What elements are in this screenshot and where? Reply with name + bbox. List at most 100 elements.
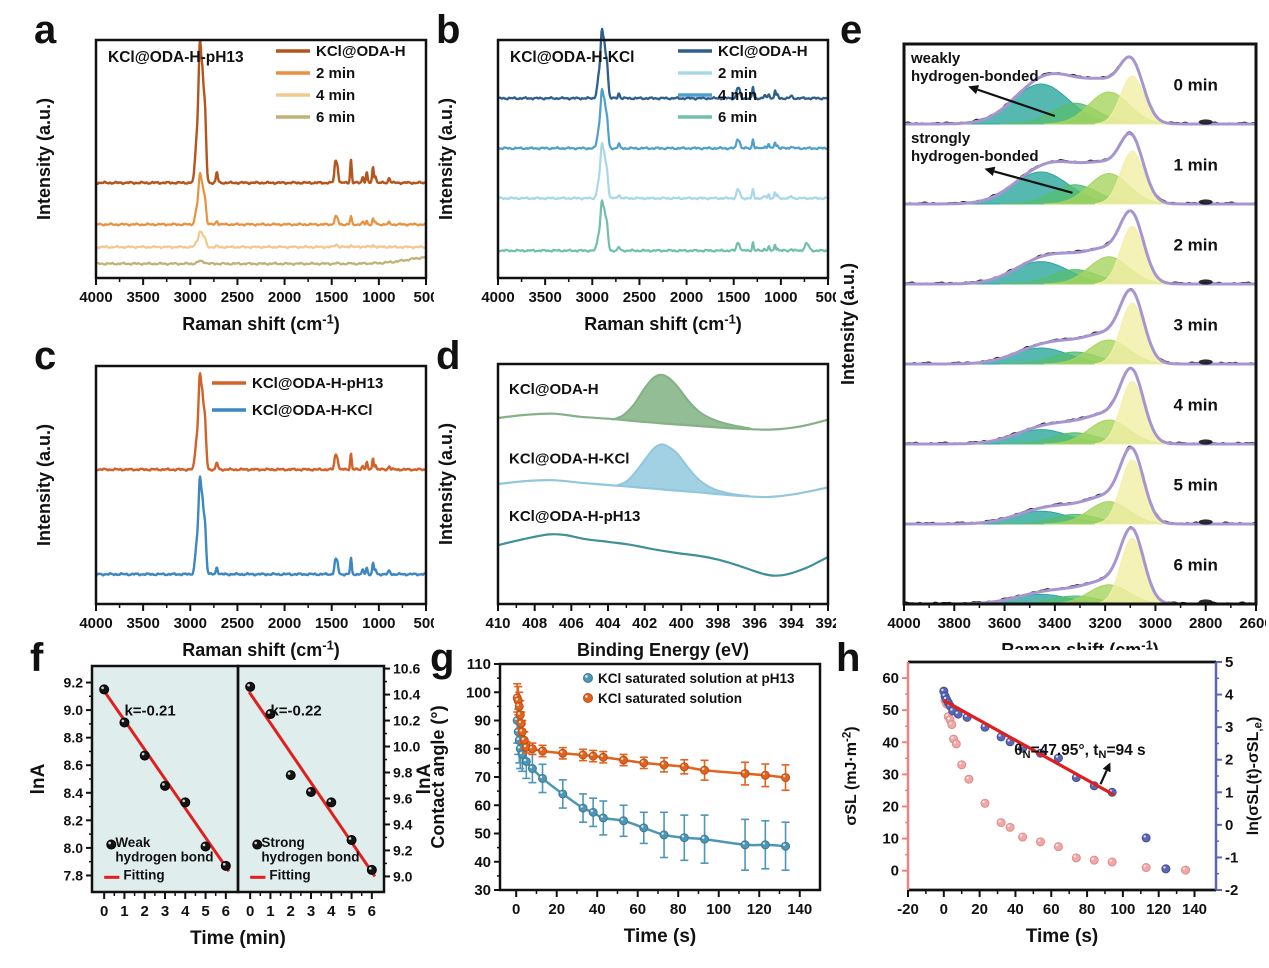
x-tick-label: 404 bbox=[595, 615, 621, 632]
x-tick-label: 1500 bbox=[315, 289, 348, 306]
point-highlight bbox=[515, 729, 519, 732]
x-tick-label: 402 bbox=[632, 615, 657, 632]
point-highlight bbox=[560, 750, 563, 754]
x-tick-label: 4000 bbox=[79, 615, 112, 632]
panel-letter-a: a bbox=[34, 8, 57, 52]
y-tick-label: 9.4 bbox=[393, 816, 413, 832]
point-highlight bbox=[600, 754, 604, 758]
sigma-point bbox=[1089, 855, 1099, 865]
x-tick-label: 4000 bbox=[79, 289, 112, 306]
x-tick-label: 2000 bbox=[268, 615, 301, 632]
point-highlight bbox=[529, 765, 533, 769]
x-tick-label: 1500 bbox=[315, 615, 348, 632]
point-highlight bbox=[942, 693, 945, 696]
y-tick-label: 30 bbox=[474, 882, 491, 899]
panel-c-chart: 4000 3500 3000 2500 2000 1500 1000 500 Raman shi… bbox=[34, 364, 434, 660]
x-tick-label: 392 bbox=[815, 615, 836, 632]
legend-label: KCl@ODA-H-pH13 bbox=[252, 375, 383, 392]
x-tick-label: 3800 bbox=[938, 615, 971, 632]
legend-label: KCl@ODA-H-KCl bbox=[252, 402, 372, 419]
data-point bbox=[326, 797, 337, 808]
envelope-fit bbox=[904, 131, 1256, 206]
x-tick-label: -20 bbox=[897, 901, 919, 918]
legend-label: KCl saturated solution at pH13 bbox=[598, 671, 795, 686]
point-highlight bbox=[1007, 739, 1010, 742]
x-tick-label: 6 bbox=[222, 903, 230, 920]
k-label: k=-0.22 bbox=[270, 703, 321, 720]
x-tick-label: 394 bbox=[779, 615, 805, 632]
envelope-fit bbox=[904, 446, 1256, 526]
point-highlight bbox=[580, 805, 583, 808]
point-highlight bbox=[1037, 839, 1041, 842]
point-highlight bbox=[641, 825, 644, 828]
x-tick-label: 1 bbox=[120, 903, 128, 920]
panel-c: c 4000 3500 3000 2500 2000 1500 1000 500 Raman s… bbox=[32, 334, 440, 660]
x-tick-label: 120 bbox=[747, 901, 772, 918]
point-highlight bbox=[519, 751, 523, 755]
point-highlight bbox=[959, 762, 962, 765]
point-highlight bbox=[1182, 867, 1186, 870]
x-tick-label: 3500 bbox=[126, 289, 159, 306]
point-highlight bbox=[1091, 857, 1095, 860]
y-tick-label: 0 bbox=[1225, 817, 1233, 834]
panel-h-chart: θN=47.95°, tN=94 s-20 0 20 40 60 80 100 120 1400… bbox=[841, 654, 1264, 947]
sigma-point bbox=[1141, 863, 1151, 873]
y-tick-label: 1 bbox=[1225, 784, 1233, 801]
x-tick-label: 2500 bbox=[623, 289, 656, 306]
point-highlight bbox=[964, 714, 967, 718]
point-highlight bbox=[966, 776, 969, 780]
plot-frame bbox=[496, 38, 830, 280]
arrow-head bbox=[984, 166, 996, 177]
series-2 min bbox=[95, 171, 427, 227]
legend-label: Fitting bbox=[269, 868, 310, 883]
data-point bbox=[781, 773, 791, 783]
x-tick-label: 0 bbox=[512, 901, 520, 918]
point-highlight bbox=[620, 818, 624, 821]
point-highlight bbox=[982, 724, 985, 727]
time-label: 2 min bbox=[1173, 235, 1217, 254]
x-tick-label: 2800 bbox=[1189, 615, 1222, 632]
point-highlight bbox=[529, 746, 533, 749]
arrow-line bbox=[993, 170, 1073, 194]
panel-g-chart: KCl saturated solution at pH13 KCl satura… bbox=[428, 656, 822, 947]
x-tick-label: 2000 bbox=[268, 289, 301, 306]
legend-label: 6 min bbox=[718, 109, 757, 126]
point-highlight bbox=[661, 762, 664, 765]
arrow-head bbox=[1102, 762, 1111, 773]
data-point bbox=[99, 684, 110, 695]
xps-fill-KCl@ODA-H bbox=[611, 374, 751, 429]
legend-label: Strong bbox=[261, 835, 305, 850]
point-highlight bbox=[742, 771, 745, 774]
data-point bbox=[558, 789, 568, 799]
sigma-point bbox=[947, 720, 957, 730]
y-axis-title: Intensity (a.u.) bbox=[34, 424, 54, 546]
y-tick-label: 8.6 bbox=[64, 757, 84, 773]
panel-b: b 4000 3500 3000 2500 2000 1500 1000 500 Raman s… bbox=[434, 8, 842, 334]
legend-label: KCl@ODA-H bbox=[316, 43, 406, 60]
panel-d-chart: KCl@ODA-H KCl@ODA-H-KCl KCl@ODA-H-pH13 410 4… bbox=[436, 362, 836, 660]
y-tick-label: 9.0 bbox=[393, 868, 413, 884]
annotation-text: weakly bbox=[910, 50, 961, 67]
x-axis-title: Time (s) bbox=[1026, 926, 1099, 947]
point-highlight bbox=[1073, 775, 1077, 778]
minor-band bbox=[1198, 199, 1213, 205]
x-axis-title: Binding Energy (eV) bbox=[577, 640, 749, 660]
data-point bbox=[760, 770, 770, 780]
y-axis-title-right: lnA bbox=[414, 763, 435, 794]
envelope-fit bbox=[904, 55, 1256, 126]
x-tick-label: 1000 bbox=[764, 289, 797, 306]
curve-label: KCl@ODA-H-KCl bbox=[509, 451, 629, 468]
point-highlight bbox=[516, 737, 520, 741]
data-point bbox=[781, 841, 791, 851]
sigma-point bbox=[980, 798, 990, 808]
x-tick-label: 120 bbox=[1146, 901, 1171, 918]
minor-band bbox=[1198, 359, 1213, 365]
plot-title: KCl@ODA-H-pH13 bbox=[108, 49, 244, 66]
x-tick-label: 3400 bbox=[1038, 615, 1071, 632]
point-highlight bbox=[600, 815, 604, 818]
legend-label: Weak bbox=[115, 835, 151, 850]
sigma-point bbox=[1036, 837, 1046, 847]
y-tick-label: 2 bbox=[1225, 752, 1233, 769]
data-point bbox=[740, 769, 750, 779]
x-tick-label: 3000 bbox=[576, 289, 609, 306]
